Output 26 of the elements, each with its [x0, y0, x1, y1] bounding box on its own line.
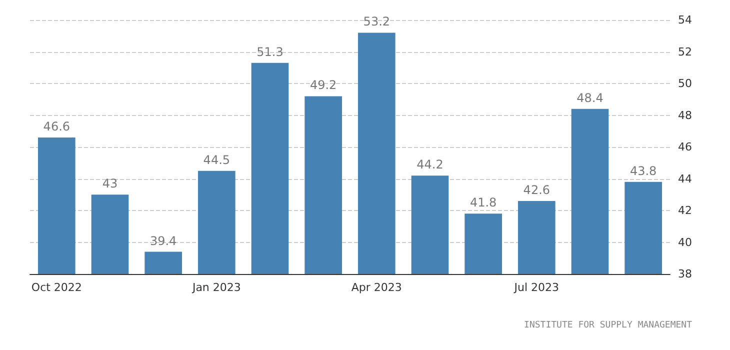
y-tick-label: 46	[678, 140, 692, 154]
data-label: 44.2	[416, 158, 444, 172]
text: INSTITUTE FOR SUPPLY MANAGEMENT	[524, 320, 693, 330]
y-tick-label: 48	[678, 108, 692, 122]
y-tick-label: 50	[678, 77, 692, 90]
data-label: 39.4	[150, 234, 177, 248]
x-tick-label: Oct 2022	[31, 281, 82, 294]
data-label: 48.4	[576, 90, 604, 105]
data-label: 43	[102, 176, 118, 191]
y-tick-label: 54	[678, 14, 692, 26]
x-tick-label: Jul 2023	[513, 281, 560, 294]
y-tick-label: 40	[678, 236, 692, 249]
data-label: 46.6	[43, 119, 70, 134]
data-label: 43.8	[630, 164, 657, 178]
data-label: 44.5	[203, 152, 230, 167]
x-tick-label: Jan 2023	[191, 281, 241, 294]
data-label: 49.2	[310, 78, 337, 92]
data-label: 42.6	[523, 182, 550, 197]
y-tick-label: 44	[678, 172, 692, 186]
data-label: 51.3	[256, 44, 284, 59]
x-tick-label: Apr 2023	[351, 281, 402, 294]
data-label: 53.2	[363, 14, 390, 29]
y-tick-label: 38	[678, 268, 692, 280]
data-label: 41.8	[470, 196, 497, 210]
y-tick-label: 42	[678, 204, 692, 217]
y-tick-label: 52	[678, 45, 692, 58]
